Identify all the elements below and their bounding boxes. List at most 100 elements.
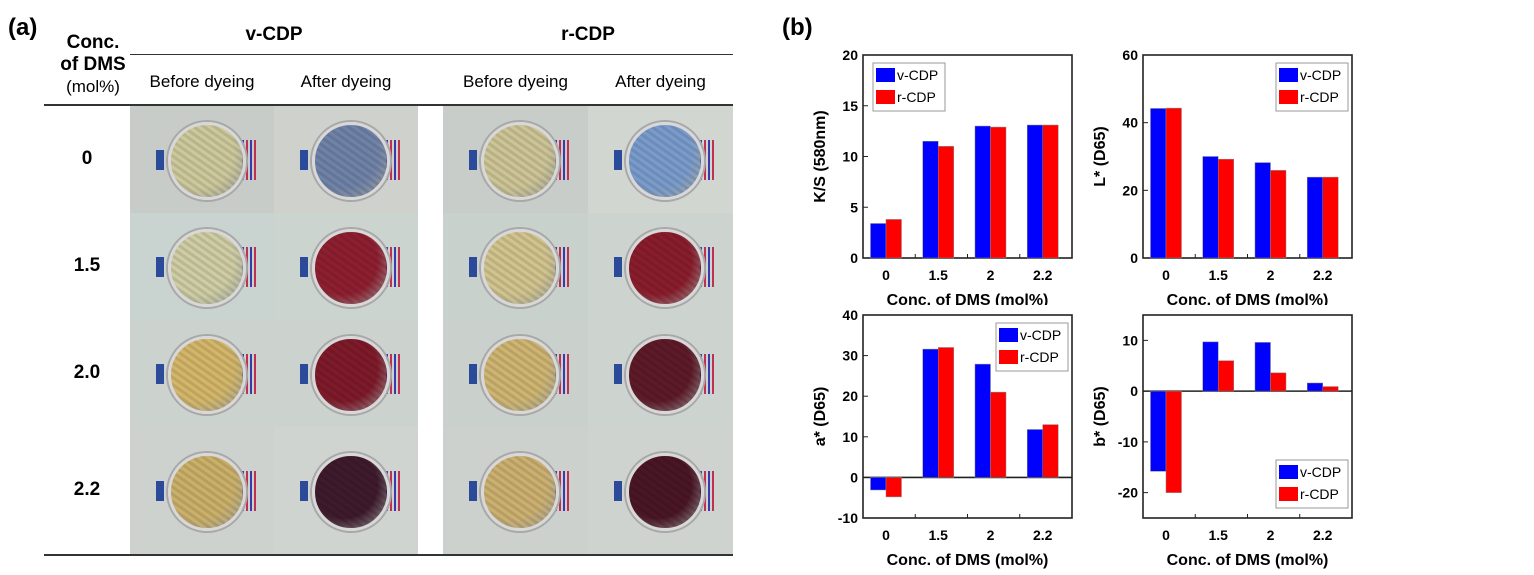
y-tick-label: -10 [1118,434,1138,450]
x-tick-label: 2 [987,267,995,283]
row-label: 2.0 [73,361,101,383]
subheader: After dyeing [300,72,392,91]
bar-v-cdp [870,223,887,259]
row-header-line: of DMS [60,54,126,75]
group-header-r-cdp: r-CDP [561,24,615,45]
sample-photo [443,213,588,320]
logo-mark [156,256,164,277]
y-tick-label: 15 [842,98,858,114]
legend-swatch-r-cdp [1279,487,1298,501]
x-tick-label: 2.2 [1033,267,1053,283]
bar-v-cdp [1254,162,1271,259]
x-tick-label: 2.2 [1313,527,1333,543]
sample-photo [588,106,733,213]
sample-photo [274,427,418,554]
bar-v-cdp [922,348,939,478]
sample-photo [274,106,418,213]
y-tick-label: 10 [842,429,858,445]
sample-dish [168,335,246,414]
sample-photo [443,427,588,554]
bar-v-cdp [1306,176,1323,259]
panel-b-label: (b) [782,14,813,41]
logo-mark [614,149,622,170]
bar-v-cdp [1150,390,1167,472]
chart-a: -10 0 10 20 30 40 0 1.5 2 2.2 Conc. of DMS (mol%) a… [812,307,1073,569]
logo-mark [156,149,164,170]
row-header-line: Conc. [66,32,120,53]
sample-dish [168,121,246,200]
legend-label: v-CDP [1300,67,1341,83]
logo-mark [469,149,477,170]
y-tick-label: -20 [1118,485,1138,501]
logo-mark [469,256,477,277]
sample-dish [168,452,246,531]
sample-dish [481,335,559,414]
legend-swatch-v-cdp [876,68,895,82]
sample-photo [130,427,274,554]
sample-dish [168,228,246,307]
y-tick-label: -10 [838,510,858,526]
sample-dish [626,452,704,531]
y-tick-label: 0 [1130,383,1138,399]
logo-bars [700,353,714,394]
x-axis-label: Conc. of DMS (mol%) [1167,292,1329,305]
bar-r-cdp [937,146,954,259]
x-tick-label: 0 [1162,527,1170,543]
legend-label: r-CDP [1020,349,1059,365]
legend-swatch-r-cdp [876,90,895,104]
bar-r-cdp [1165,390,1182,493]
bar-v-cdp [870,477,887,491]
sample-dish [481,121,559,200]
legend-swatch-r-cdp [999,350,1018,364]
sample-dish [312,335,390,414]
x-tick-label: 2 [1267,267,1275,283]
y-tick-label: 10 [1122,332,1138,348]
logo-mark [614,480,622,501]
bar-v-cdp [1202,156,1219,259]
logo-bars [386,470,400,511]
legend-label: r-CDP [897,89,936,105]
x-tick-label: 0 [1162,267,1170,283]
y-tick-label: 20 [1122,182,1138,198]
logo-mark [469,363,477,384]
bar-r-cdp [990,126,1007,259]
subheader: Before dyeing [463,72,568,91]
panel-a-label: (a) [8,14,38,41]
row-label: 1.5 [73,254,101,276]
y-tick-label: 0 [1130,250,1138,266]
bar-r-cdp [885,219,902,259]
legend-label: v-CDP [1020,327,1061,343]
y-tick-label: 0 [850,250,858,266]
y-tick-label: 20 [842,47,858,63]
sample-dish [626,335,704,414]
y-tick-label: 5 [850,199,858,215]
logo-bars [242,246,256,287]
row-label: 2.2 [73,478,101,500]
x-tick-label: 1.5 [1209,267,1229,283]
bar-v-cdp [922,141,939,259]
logo-bars [700,246,714,287]
sample-photo [588,320,733,427]
subheader: Before dyeing [149,72,255,91]
sample-dish [626,121,704,200]
sample-dish [312,228,390,307]
sample-photo [274,320,418,427]
logo-bars [555,470,569,511]
x-tick-label: 2.2 [1033,527,1053,543]
x-axis-label: Conc. of DMS (mol%) [887,292,1049,305]
subheader: After dyeing [615,72,706,91]
logo-bars [386,246,400,287]
logo-bars [242,139,256,180]
logo-bars [555,246,569,287]
x-tick-label: 1.5 [929,267,949,283]
sample-photo [588,427,733,554]
logo-bars [386,353,400,394]
y-axis-label: K/S (580nm) [812,110,829,202]
sample-dish [312,121,390,200]
y-axis-label: a* (D65) [812,387,829,447]
logo-bars [386,139,400,180]
bar-r-cdp [885,477,902,498]
bar-v-cdp [1202,341,1219,392]
logo-mark [614,363,622,384]
sample-dish [312,452,390,531]
